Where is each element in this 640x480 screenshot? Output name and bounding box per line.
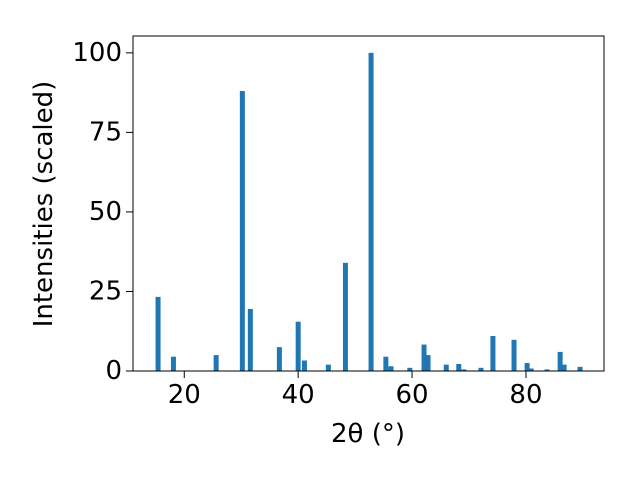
y-axis-label: Intensities (scaled) (29, 81, 59, 328)
bar (524, 363, 530, 371)
bar (561, 364, 567, 371)
bar (407, 367, 413, 371)
bar (325, 364, 331, 371)
bar (478, 367, 484, 371)
bar (490, 336, 496, 371)
bar (443, 364, 449, 371)
bar (276, 347, 282, 371)
x-tick-label: 80 (509, 380, 542, 410)
bar (368, 52, 374, 371)
bar (247, 308, 253, 371)
y-tick-label: 100 (72, 38, 122, 68)
bar (342, 262, 348, 371)
y-tick-label: 75 (89, 117, 122, 147)
bar (213, 355, 219, 371)
bar (239, 91, 245, 371)
y-tick-label: 0 (105, 356, 122, 386)
bar (456, 364, 462, 371)
bar (544, 369, 550, 371)
plot-frame (132, 35, 605, 372)
x-tick-label: 20 (168, 380, 201, 410)
x-tick-label: 40 (282, 380, 315, 410)
bar (170, 356, 176, 371)
x-tick-label: 60 (396, 380, 429, 410)
bar (511, 339, 517, 371)
bar (295, 321, 301, 371)
y-tick-label: 25 (89, 276, 122, 306)
bar (461, 369, 467, 371)
x-axis-label: 2θ (°) (331, 419, 405, 449)
bar (577, 366, 583, 371)
bar (557, 351, 563, 371)
y-tick-label: 50 (89, 197, 122, 227)
bar (383, 356, 389, 371)
bar (421, 344, 427, 371)
bar (301, 360, 307, 371)
bar (528, 368, 534, 371)
bar (155, 296, 161, 371)
bar (425, 355, 431, 371)
bar (388, 366, 394, 371)
